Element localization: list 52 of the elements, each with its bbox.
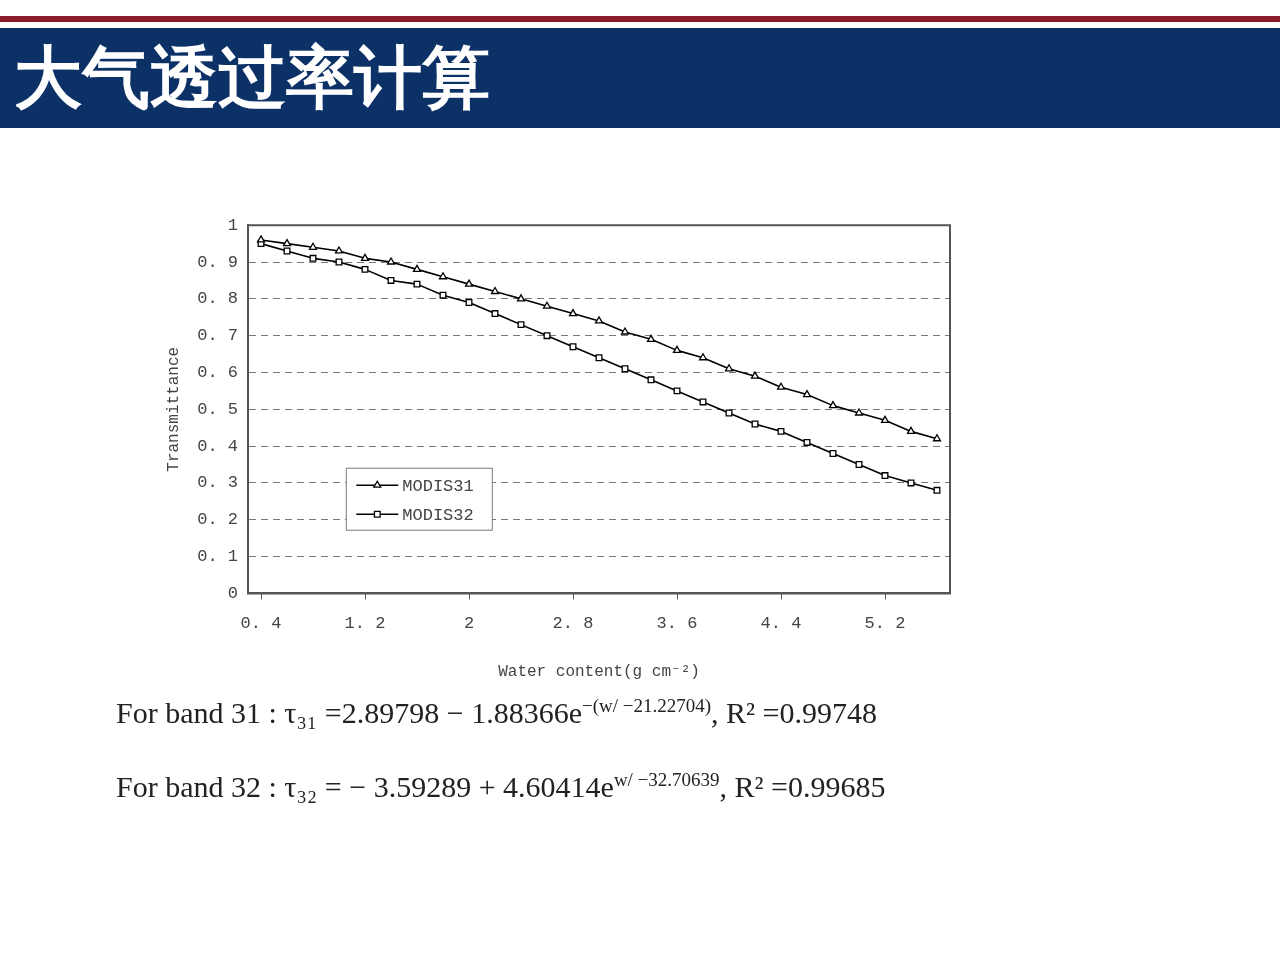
x-tick-label: 1. 2: [344, 614, 386, 634]
x-axis-title: Water content(g cm⁻²): [498, 662, 700, 681]
x-tick-label: 3. 6: [656, 614, 698, 634]
point: [646, 334, 656, 342]
x-tick-label: 4. 4: [760, 614, 802, 634]
x-tick-label: 5. 2: [864, 614, 906, 634]
text: For band 32 : τ₃₂ = − 3.59289 + 4.60414e$^{w/ −32.70639}$, R² =0.99685: [116, 769, 886, 804]
point: [282, 238, 292, 247]
point: [412, 264, 422, 273]
point: [620, 327, 630, 335]
point: [464, 279, 474, 287]
point: [516, 294, 526, 302]
y-tick-label: 0. 5: [197, 399, 239, 419]
x-tick-label: 2: [463, 614, 475, 634]
x-tick-label: 2. 8: [552, 614, 594, 634]
point: [932, 434, 942, 442]
y-tick-label: 0. 4: [197, 436, 239, 456]
legend-label: MODIS31: [402, 476, 474, 496]
y-tick-label: 0. 8: [197, 289, 239, 309]
point: [750, 371, 760, 379]
y-tick-label: 0. 9: [197, 252, 239, 272]
point: [542, 301, 552, 309]
y-axis-title: Transmittance: [164, 346, 183, 472]
point: [828, 400, 838, 409]
y-tick-label: 0. 1: [197, 547, 239, 567]
y-tick-label: 0. 7: [197, 326, 239, 346]
y-tick-label: 0: [227, 583, 239, 603]
point: [776, 382, 786, 390]
point: [490, 286, 500, 295]
point: [854, 408, 864, 416]
point: [906, 426, 916, 435]
point: [698, 353, 708, 361]
point: [594, 316, 604, 324]
y-tick-label: 0. 6: [197, 362, 239, 382]
point: [672, 345, 682, 354]
point: [724, 364, 734, 372]
y-tick-label: 1: [227, 215, 239, 235]
point: [360, 253, 370, 261]
point: [438, 272, 448, 280]
x-tick-label: 0. 4: [240, 614, 282, 634]
point: [386, 257, 396, 265]
y-tick-label: 0. 2: [197, 510, 239, 530]
point: [568, 308, 578, 317]
point: [880, 415, 890, 423]
point: [308, 242, 318, 250]
chart-title: 大气透过率计算: [14, 37, 490, 119]
point: [334, 246, 344, 254]
point: [802, 389, 812, 398]
point: [256, 235, 266, 243]
legend-label: MODIS32: [402, 505, 474, 525]
text: For band 31 : τ₃₁ =2.89798 − 1.88366e$^{−(w/ −21.22704)}$, R² =0.99748: [116, 695, 877, 730]
y-tick-label: 0. 3: [197, 473, 239, 493]
